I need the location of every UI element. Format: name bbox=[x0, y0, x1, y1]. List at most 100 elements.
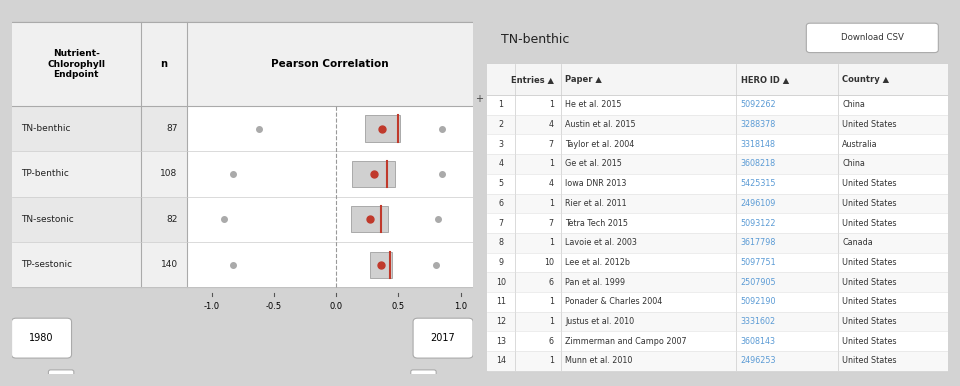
Bar bbox=[12, 196, 187, 242]
FancyBboxPatch shape bbox=[806, 23, 938, 52]
Text: 5092190: 5092190 bbox=[741, 297, 777, 306]
Text: 2017: 2017 bbox=[431, 333, 455, 343]
Text: 7: 7 bbox=[549, 140, 554, 149]
Text: 3318148: 3318148 bbox=[741, 140, 776, 149]
Bar bbox=[365, 115, 399, 142]
Bar bbox=[12, 242, 187, 287]
Text: Download CSV: Download CSV bbox=[841, 33, 903, 42]
Text: 2507905: 2507905 bbox=[741, 278, 777, 287]
Bar bbox=[12, 151, 187, 196]
Text: 3: 3 bbox=[498, 140, 503, 149]
Text: 9: 9 bbox=[498, 258, 503, 267]
Text: China: China bbox=[842, 100, 865, 109]
Text: Pearson Correlation: Pearson Correlation bbox=[271, 59, 389, 69]
Bar bbox=[487, 351, 948, 371]
Text: Iowa DNR 2013: Iowa DNR 2013 bbox=[565, 179, 627, 188]
Text: China: China bbox=[842, 159, 865, 168]
Bar bbox=[187, 196, 473, 242]
Text: Austin et al. 2015: Austin et al. 2015 bbox=[565, 120, 636, 129]
Text: 8: 8 bbox=[498, 238, 503, 247]
Text: 1: 1 bbox=[549, 159, 554, 168]
Bar bbox=[487, 292, 948, 312]
Bar bbox=[487, 213, 948, 233]
Text: Rier et al. 2011: Rier et al. 2011 bbox=[565, 199, 627, 208]
Text: Canada: Canada bbox=[842, 238, 873, 247]
Bar bbox=[487, 134, 948, 154]
Text: 11: 11 bbox=[495, 297, 506, 306]
Bar bbox=[487, 174, 948, 193]
Text: 13: 13 bbox=[495, 337, 506, 346]
Text: Pan et al. 1999: Pan et al. 1999 bbox=[565, 278, 626, 287]
Bar bbox=[487, 64, 948, 95]
Text: Ponader & Charles 2004: Ponader & Charles 2004 bbox=[565, 297, 662, 306]
Bar bbox=[487, 332, 948, 351]
Text: Entries ▲: Entries ▲ bbox=[511, 75, 554, 84]
Text: 1: 1 bbox=[549, 317, 554, 326]
Bar bbox=[487, 64, 948, 371]
Text: 3288378: 3288378 bbox=[741, 120, 776, 129]
Text: 0.0: 0.0 bbox=[329, 302, 343, 311]
Bar bbox=[12, 22, 473, 106]
Text: 10: 10 bbox=[495, 278, 506, 287]
Text: 10: 10 bbox=[544, 258, 554, 267]
Bar bbox=[12, 22, 473, 287]
Bar bbox=[12, 106, 187, 151]
Text: United States: United States bbox=[842, 258, 897, 267]
FancyBboxPatch shape bbox=[411, 370, 436, 386]
Bar bbox=[487, 272, 948, 292]
Text: Munn et al. 2010: Munn et al. 2010 bbox=[565, 356, 633, 366]
Text: 6: 6 bbox=[549, 337, 554, 346]
Bar bbox=[352, 161, 395, 187]
Text: TP-benthic: TP-benthic bbox=[21, 169, 68, 178]
Bar bbox=[351, 206, 389, 232]
Text: 1: 1 bbox=[549, 100, 554, 109]
Text: Taylor et al. 2004: Taylor et al. 2004 bbox=[565, 140, 635, 149]
Text: Justus et al. 2010: Justus et al. 2010 bbox=[565, 317, 635, 326]
Text: 3608143: 3608143 bbox=[741, 337, 776, 346]
Bar bbox=[487, 154, 948, 174]
Text: n: n bbox=[160, 59, 167, 69]
Text: Paper ▲: Paper ▲ bbox=[565, 75, 602, 84]
Text: 0.5: 0.5 bbox=[392, 302, 405, 311]
Text: 1: 1 bbox=[549, 297, 554, 306]
Bar bbox=[487, 95, 948, 115]
Text: 2496253: 2496253 bbox=[741, 356, 777, 366]
Text: United States: United States bbox=[842, 356, 897, 366]
Text: 1: 1 bbox=[549, 238, 554, 247]
Bar bbox=[370, 252, 393, 278]
Text: United States: United States bbox=[842, 179, 897, 188]
Text: HERO ID ▲: HERO ID ▲ bbox=[741, 75, 789, 84]
FancyBboxPatch shape bbox=[12, 318, 72, 358]
Text: 12: 12 bbox=[495, 317, 506, 326]
Bar bbox=[187, 151, 473, 196]
Text: -1.0: -1.0 bbox=[204, 302, 220, 311]
Bar bbox=[72, 374, 413, 386]
Text: United States: United States bbox=[842, 297, 897, 306]
Text: Nutrient-
Chlorophyll
Endpoint: Nutrient- Chlorophyll Endpoint bbox=[47, 49, 106, 79]
Text: 1.0: 1.0 bbox=[454, 302, 468, 311]
Text: United States: United States bbox=[842, 120, 897, 129]
FancyBboxPatch shape bbox=[48, 370, 74, 386]
Text: 3617798: 3617798 bbox=[741, 238, 776, 247]
Text: 3608218: 3608218 bbox=[741, 159, 776, 168]
Text: Tetra Tech 2015: Tetra Tech 2015 bbox=[565, 218, 629, 228]
Text: 4: 4 bbox=[498, 159, 503, 168]
Bar bbox=[487, 115, 948, 134]
Text: 1: 1 bbox=[549, 199, 554, 208]
Text: 6: 6 bbox=[549, 278, 554, 287]
Text: 14: 14 bbox=[495, 356, 506, 366]
Text: He et al. 2015: He et al. 2015 bbox=[565, 100, 622, 109]
Text: Ge et al. 2015: Ge et al. 2015 bbox=[565, 159, 622, 168]
Text: 1: 1 bbox=[498, 100, 503, 109]
Text: 5: 5 bbox=[498, 179, 503, 188]
Bar bbox=[187, 106, 473, 151]
Text: -0.5: -0.5 bbox=[266, 302, 282, 311]
Text: 1: 1 bbox=[549, 356, 554, 366]
Bar bbox=[487, 252, 948, 272]
Text: United States: United States bbox=[842, 317, 897, 326]
Text: Zimmerman and Campo 2007: Zimmerman and Campo 2007 bbox=[565, 337, 687, 346]
Text: 4: 4 bbox=[549, 120, 554, 129]
Text: 5092262: 5092262 bbox=[741, 100, 777, 109]
Text: Lee et al. 2012b: Lee et al. 2012b bbox=[565, 258, 631, 267]
Text: 108: 108 bbox=[160, 169, 178, 178]
